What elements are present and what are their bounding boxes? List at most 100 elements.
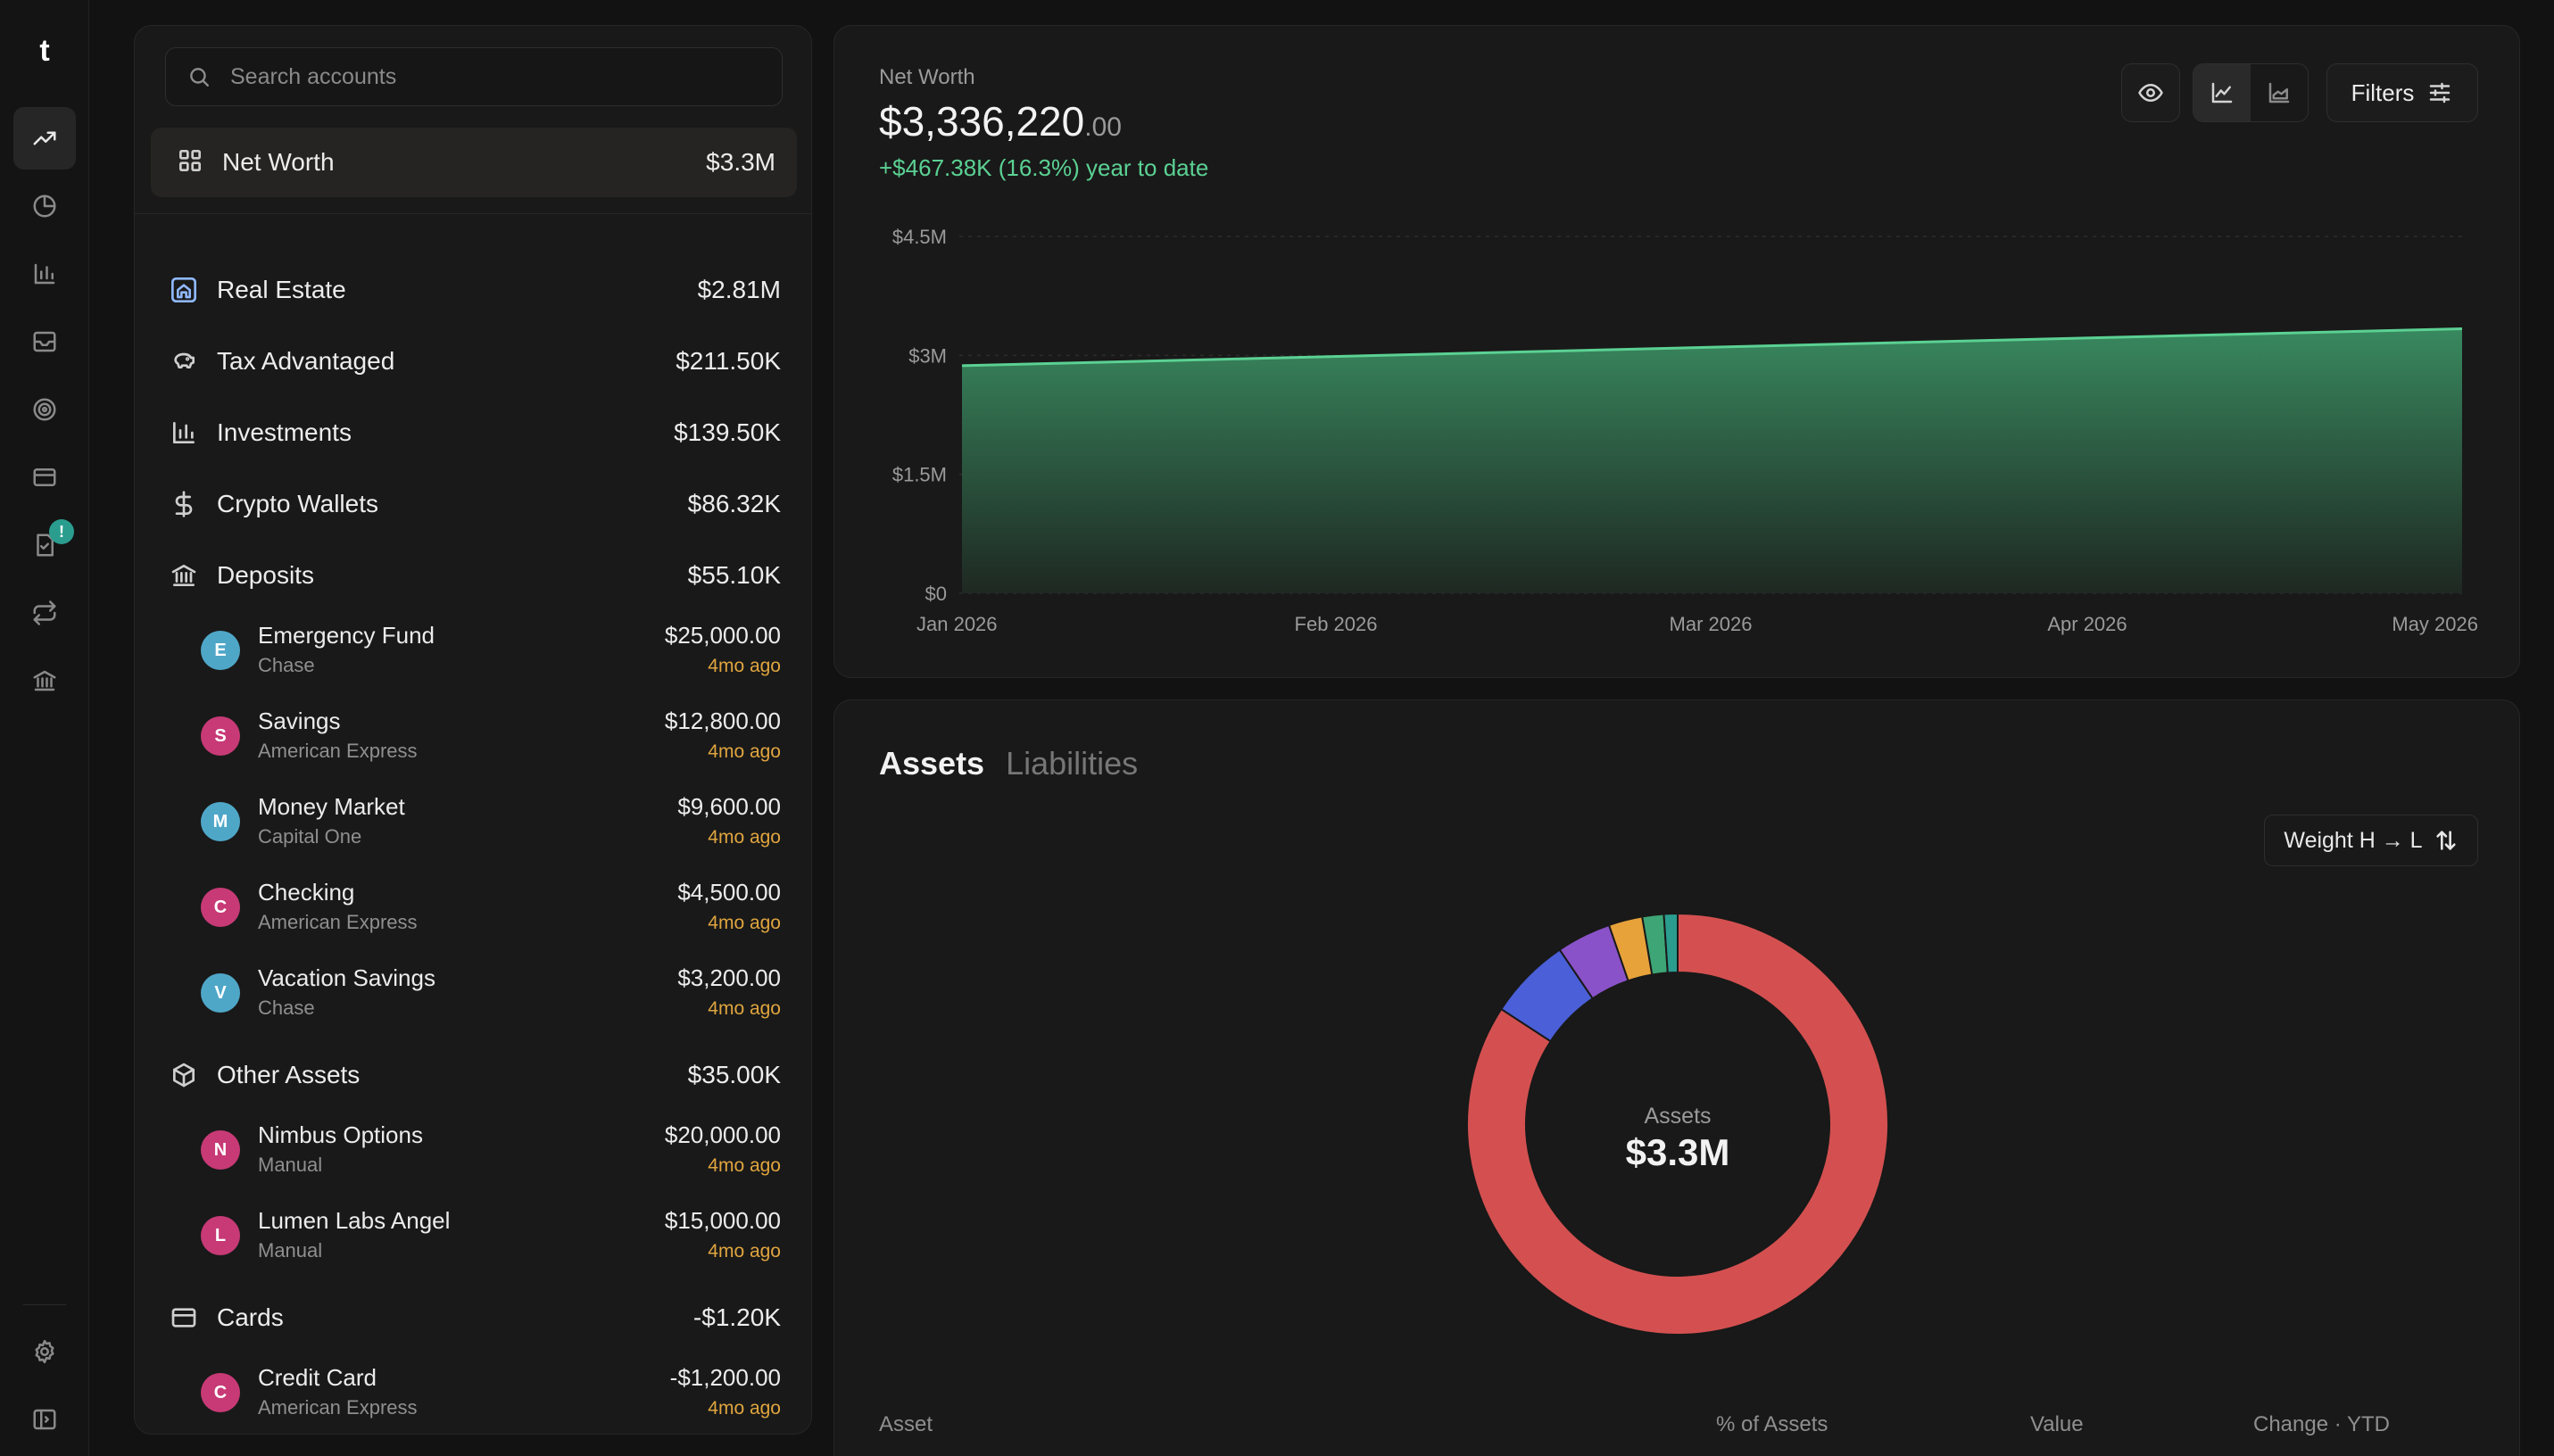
net-worth-chart[interactable]: $4.5M $3M $1.5M $0 Jan 2026 Feb 2026 Mar 2026 A… (834, 26, 2521, 679)
sliders-icon (2430, 82, 2450, 103)
y-tick-label: $3M (908, 344, 947, 367)
group-label: Investments (217, 418, 352, 446)
divider (135, 213, 811, 214)
settings-button[interactable] (13, 1320, 76, 1383)
group-investments[interactable]: Investments $139.50K (169, 408, 781, 458)
asset-tabs: Assets Liabilities (879, 745, 1138, 782)
avatar: L (201, 1216, 240, 1255)
collapse-sidebar-button[interactable] (13, 1388, 76, 1451)
nav-inbox-button[interactable] (13, 310, 76, 373)
donut-center-title: Assets (1644, 1104, 1712, 1129)
nav-trending-button[interactable] (13, 107, 76, 170)
group-value: $139.50K (674, 418, 781, 446)
group-crypto-wallets[interactable]: Crypto Wallets $86.32K (169, 479, 781, 529)
x-tick-label: Mar 2026 (1670, 613, 1753, 635)
nav-target-button[interactable] (13, 378, 76, 441)
group-cards[interactable]: Cards -$1.20K (169, 1293, 781, 1343)
net-worth-row-label: Net Worth (222, 148, 335, 176)
account-updated: 4mo ago (708, 656, 781, 676)
group-real-estate[interactable]: Real Estate $2.81M (169, 265, 781, 315)
nav-rail: t ! (0, 0, 89, 1456)
nav-pie-button[interactable] (13, 175, 76, 237)
account-updated: 4mo ago (708, 1398, 781, 1419)
account-value: -$1,200.00 (669, 1364, 781, 1391)
avatar: N (201, 1130, 240, 1170)
nav-institutions-button[interactable] (13, 649, 76, 712)
column-header-change[interactable]: Change · YTD (2253, 1412, 2390, 1436)
column-header-value[interactable]: Value (2030, 1412, 2084, 1436)
donut-center-label: Assets $3.3M (1459, 1104, 1896, 1174)
gear-icon (35, 1339, 54, 1364)
avatar: C (201, 1373, 240, 1412)
net-worth-row[interactable]: Net Worth $3.3M (151, 128, 797, 197)
nav-transfers-button[interactable] (13, 582, 76, 644)
account-row[interactable]: E Emergency Fund Chase $25,000.00 4mo ag… (197, 615, 781, 686)
group-value: $35.00K (687, 1061, 781, 1088)
group-value: $211.50K (676, 347, 781, 375)
account-name: Nimbus Options (258, 1121, 423, 1148)
y-tick-label: $0 (925, 583, 947, 605)
sort-arrows-icon (2435, 831, 2456, 850)
area-chart-button[interactable] (2251, 64, 2308, 121)
avatar: V (201, 973, 240, 1013)
account-institution: Chase (258, 654, 315, 676)
account-row[interactable]: M Money Market Capital One $9,600.00 4mo… (197, 786, 781, 857)
account-institution: Manual (258, 1154, 323, 1176)
account-value: $3,200.00 (677, 964, 781, 991)
x-tick-label: Jan 2026 (916, 613, 998, 635)
donut-slice[interactable] (1466, 912, 1889, 1336)
dollar-icon (169, 489, 199, 519)
group-value: $2.81M (697, 276, 781, 303)
area-chart-icon (2268, 82, 2290, 103)
eye-icon (2138, 84, 2163, 102)
account-name: Credit Card (258, 1364, 377, 1391)
line-chart-button[interactable] (2193, 64, 2251, 121)
repeat-icon (33, 600, 56, 625)
inbox-icon (33, 331, 56, 352)
donut-slice[interactable] (1663, 912, 1679, 974)
accounts-panel: Net Worth $3.3M Real Estate $2.81M Tax A… (134, 25, 812, 1435)
app-logo[interactable]: t (39, 34, 50, 68)
search-input[interactable] (230, 63, 766, 90)
account-name: Vacation Savings (258, 964, 435, 991)
group-value: -$1.20K (692, 1303, 781, 1331)
x-tick-label: Apr 2026 (2047, 613, 2127, 635)
account-row[interactable]: N Nimbus Options Manual $20,000.00 4mo a… (197, 1114, 781, 1186)
tab-assets[interactable]: Assets (879, 745, 985, 782)
avatar: S (201, 716, 240, 756)
group-other-assets[interactable]: Other Assets $35.00K (169, 1050, 781, 1100)
account-value: $4,500.00 (677, 879, 781, 906)
account-updated: 4mo ago (708, 1155, 781, 1176)
line-chart-icon (2211, 82, 2233, 103)
account-row[interactable]: V Vacation Savings Chase $3,200.00 4mo a… (197, 957, 781, 1029)
account-row[interactable]: S Savings American Express $12,800.00 4m… (197, 700, 781, 772)
group-deposits[interactable]: Deposits $55.10K (169, 550, 781, 600)
group-label: Other Assets (217, 1061, 361, 1088)
group-label: Crypto Wallets (217, 490, 379, 517)
filters-label: Filters (2351, 79, 2415, 106)
filters-button[interactable]: Filters (2326, 63, 2478, 122)
sort-button[interactable]: Weight H → L (2264, 815, 2478, 866)
column-header-asset[interactable]: Asset (879, 1412, 933, 1436)
account-institution: American Express (258, 1396, 418, 1419)
x-tick-label: May 2026 (2392, 613, 2478, 635)
group-tax-advantaged[interactable]: Tax Advantaged $211.50K (169, 336, 781, 386)
account-value: $20,000.00 (664, 1121, 781, 1148)
account-value: $12,800.00 (664, 707, 781, 734)
nav-cards-button[interactable] (13, 446, 76, 509)
tab-liabilities[interactable]: Liabilities (1006, 745, 1139, 782)
account-institution: Capital One (258, 825, 362, 848)
assets-donut-chart[interactable] (1459, 906, 1896, 1343)
account-name: Emergency Fund (258, 622, 435, 649)
column-header-percent[interactable]: % of Assets (1716, 1412, 1828, 1436)
group-label: Tax Advantaged (217, 347, 395, 375)
nav-documents-button[interactable]: ! (13, 514, 76, 576)
nav-bar-chart-button[interactable] (13, 243, 76, 305)
account-row[interactable]: C Checking American Express $4,500.00 4m… (197, 872, 781, 943)
account-updated: 4mo ago (708, 741, 781, 762)
search-box[interactable] (165, 47, 783, 106)
account-name: Lumen Labs Angel (258, 1207, 451, 1234)
account-row[interactable]: C Credit Card American Express -$1,200.0… (197, 1357, 781, 1428)
toggle-visibility-button[interactable] (2121, 63, 2180, 122)
account-row[interactable]: L Lumen Labs Angel Manual $15,000.00 4mo… (197, 1200, 781, 1271)
